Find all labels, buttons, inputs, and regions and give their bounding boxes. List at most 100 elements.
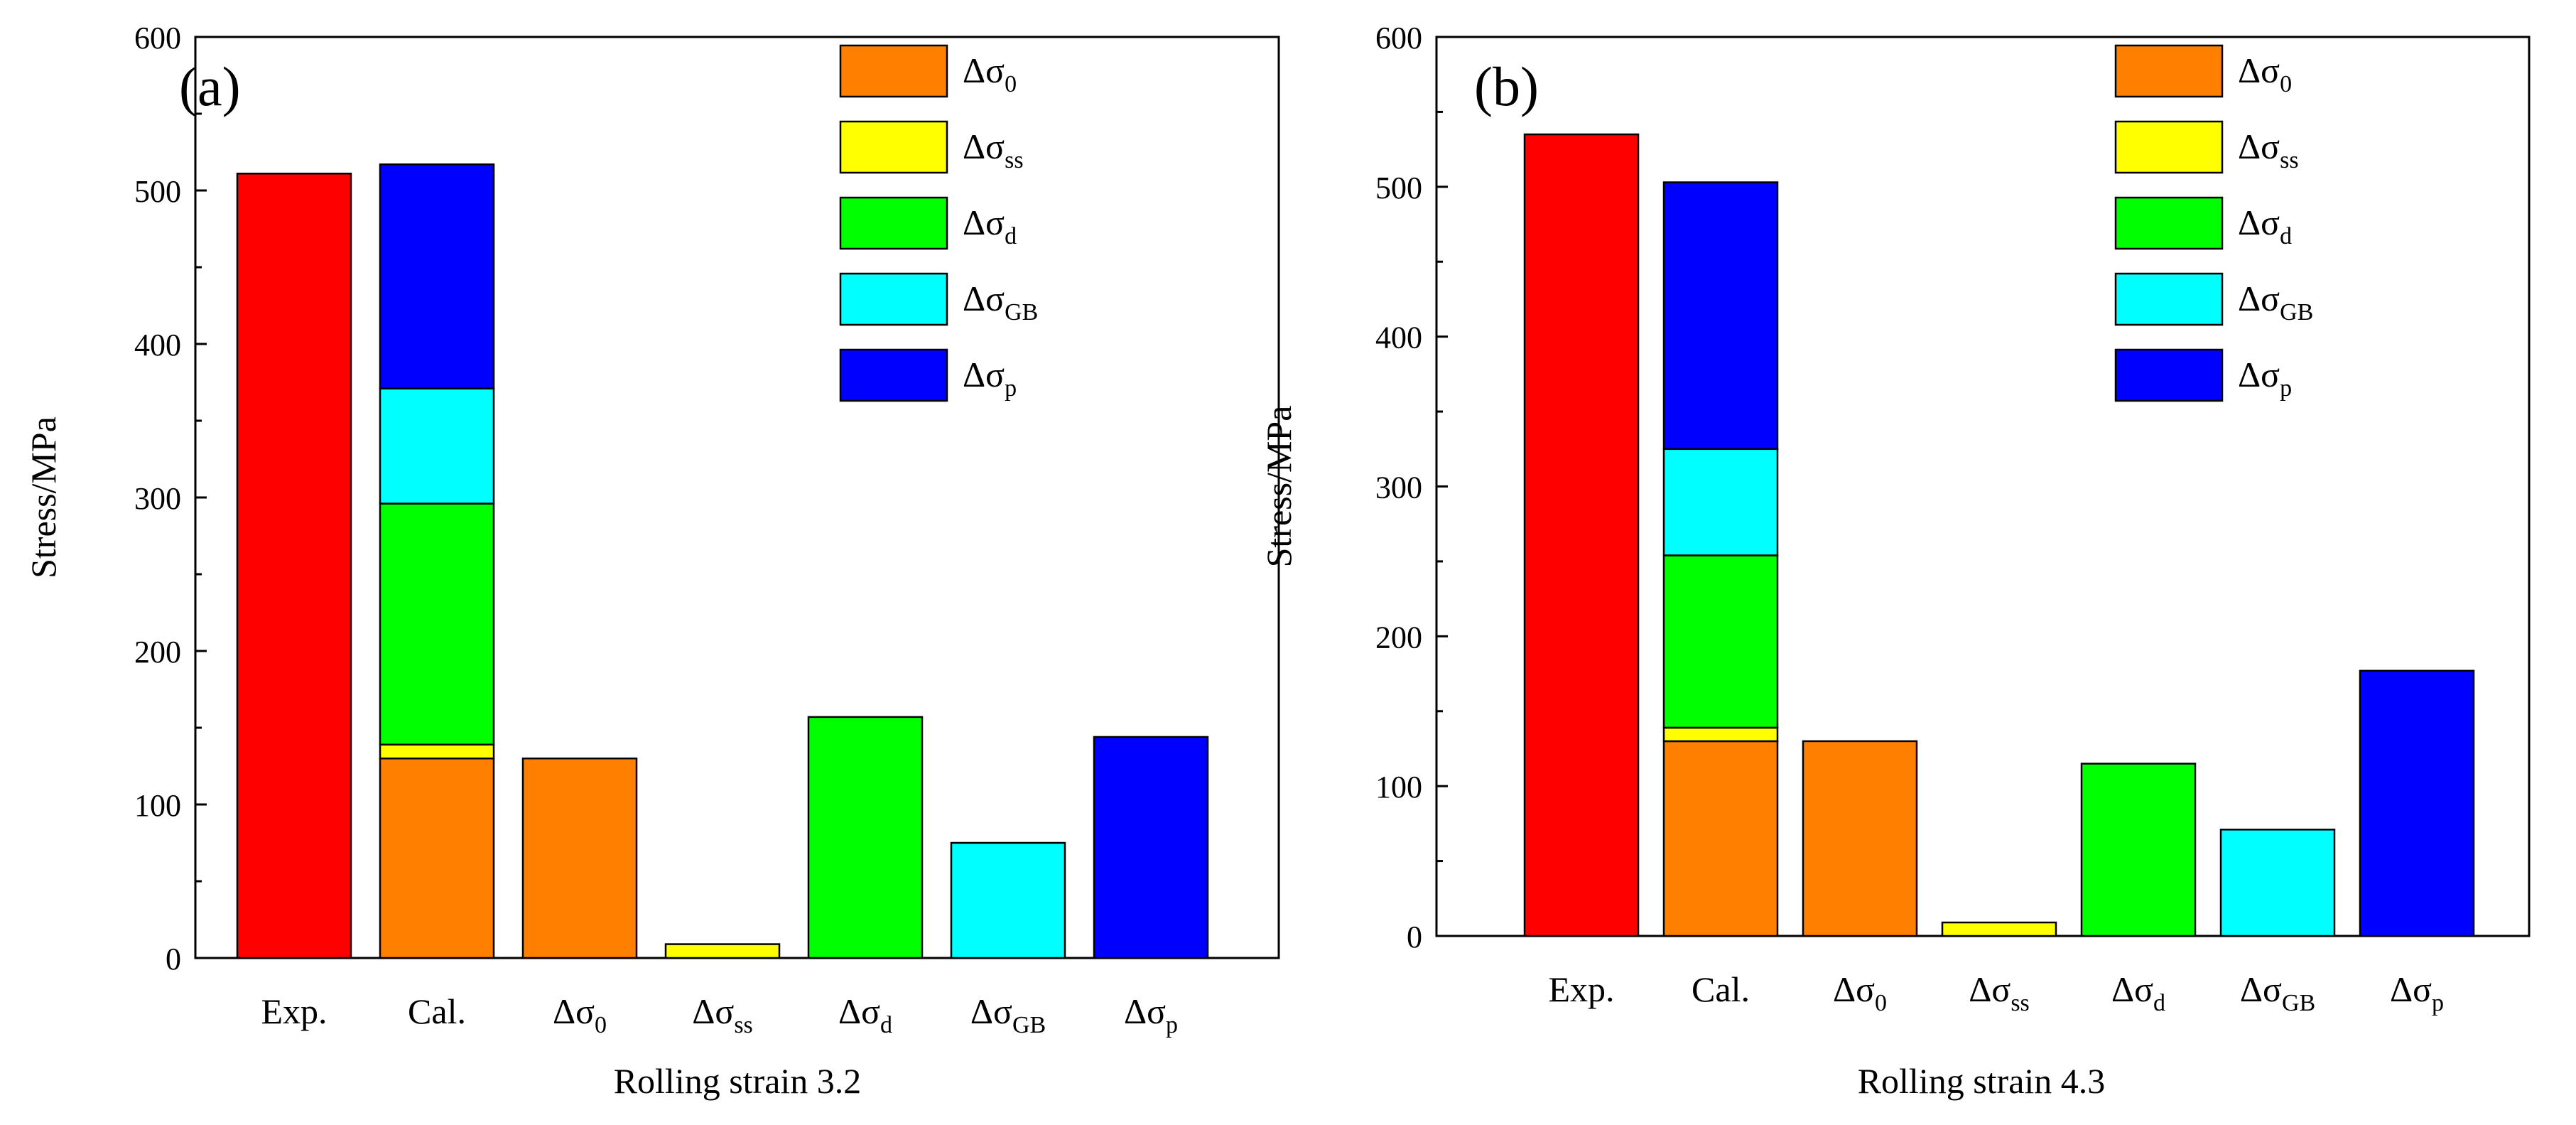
legend-swatch-d <box>839 196 948 250</box>
legend-label-d-base: Δσ <box>2238 203 2280 242</box>
bar-component-0 <box>521 757 638 959</box>
bar-component-p <box>1093 736 1209 959</box>
legend-label-GB-base: Δσ <box>963 279 1005 318</box>
x-tick-label-sub: GB <box>1012 1012 1046 1038</box>
y-tick-label: 400 <box>1375 321 1422 355</box>
legend-label-0: Δσ0 <box>2238 50 2292 97</box>
legend-swatch-p <box>839 348 948 402</box>
legend-label-GB-sub: GB <box>2280 299 2313 325</box>
y-axis-label: Stress/MPa <box>23 416 63 578</box>
x-tick-label-base: Cal. <box>408 991 466 1031</box>
bar-component-ss <box>664 943 781 959</box>
bar-component-d <box>807 716 924 959</box>
x-tick-label: Δσ0 <box>553 991 607 1038</box>
x-tick-label-base: Exp. <box>1548 969 1614 1009</box>
bar-cal-segment-p <box>1662 181 1779 451</box>
x-tick-label-base: Δσ <box>2240 969 2282 1009</box>
x-tick-label-sub: 0 <box>1875 990 1887 1016</box>
bar-cal-segment-0 <box>379 757 495 959</box>
legend-label-ss: Δσss <box>963 127 1024 173</box>
y-tick-label: 600 <box>1375 21 1422 55</box>
legend-label-0-base: Δσ <box>963 50 1005 90</box>
legend-swatch-p <box>2114 348 2224 402</box>
x-axis-label: Rolling strain 4.3 <box>1858 1061 2106 1101</box>
legend-label-d-sub: d <box>1005 223 1017 249</box>
y-tick-label: 100 <box>134 788 181 823</box>
legend-label-d: Δσd <box>2238 203 2292 249</box>
legend-label-0-sub: 0 <box>1005 71 1017 97</box>
y-tick-label: 200 <box>134 635 181 669</box>
legend-swatch-GB <box>2114 272 2224 326</box>
legend-label-GB: ΔσGB <box>963 279 1038 325</box>
x-tick-label-base: Δσ <box>838 991 880 1031</box>
x-tick-label: Exp. <box>1548 969 1614 1009</box>
legend-swatch-0 <box>2114 44 2224 98</box>
legend-label-ss-base: Δσ <box>2238 127 2280 166</box>
x-tick-label-base: Cal. <box>1692 969 1750 1009</box>
bar-exp <box>236 172 352 959</box>
bar-component-GB <box>950 841 1066 959</box>
x-tick-label-sub: 0 <box>595 1012 607 1038</box>
legend-label-p: Δσp <box>963 355 1017 402</box>
y-tick-label: 400 <box>134 328 181 362</box>
legend-label-p: Δσp <box>2238 355 2292 402</box>
legend-label-0-base: Δσ <box>2238 50 2280 90</box>
x-tick-label-sub: ss <box>2011 990 2029 1016</box>
legend-label-p-sub: p <box>2280 375 2292 402</box>
x-tick-label: ΔσGB <box>2240 969 2315 1016</box>
panel-label: (a) <box>179 55 241 117</box>
legend-label-GB-sub: GB <box>1005 299 1038 325</box>
legend-label-p-sub: p <box>1005 375 1017 402</box>
y-axis-label: Stress/MPa <box>1259 406 1299 568</box>
legend-label-d-sub: d <box>2280 223 2292 249</box>
legend-label-p-base: Δσ <box>963 355 1005 394</box>
x-tick-label-sub: ss <box>734 1012 752 1038</box>
x-tick-label: Cal. <box>1692 969 1750 1009</box>
x-tick-label: ΔσGB <box>970 991 1046 1038</box>
y-tick-label: 0 <box>1407 920 1422 954</box>
x-tick-label-sub: GB <box>2282 990 2315 1016</box>
x-tick-label-base: Δσ <box>970 991 1012 1031</box>
x-tick-label-base: Δσ <box>2390 969 2432 1009</box>
legend-label-ss-sub: ss <box>2280 147 2298 173</box>
y-tick-label: 500 <box>1375 171 1422 205</box>
legend-label-ss: Δσss <box>2238 127 2299 173</box>
x-tick-label: Δσd <box>2111 969 2165 1016</box>
legend-label-ss-sub: ss <box>1005 147 1023 173</box>
x-tick-label: Exp. <box>261 991 327 1031</box>
legend-label-ss-base: Δσ <box>963 127 1005 166</box>
x-tick-label: Δσd <box>838 991 892 1038</box>
x-tick-label-base: Δσ <box>1124 991 1166 1031</box>
bar-component-ss <box>1941 921 2057 937</box>
y-tick-label: 500 <box>134 174 181 209</box>
x-tick-label-base: Δσ <box>2111 969 2153 1009</box>
x-tick-label-base: Δσ <box>1833 969 1875 1009</box>
bar-component-d <box>2080 763 2197 937</box>
x-tick-label: Δσ0 <box>1833 969 1887 1016</box>
x-tick-label-base: Δσ <box>553 991 595 1031</box>
legend-swatch-ss <box>839 120 948 174</box>
x-tick-label-sub: p <box>2432 990 2444 1016</box>
legend-swatch-ss <box>2114 120 2224 174</box>
legend-swatch-0 <box>839 44 948 98</box>
x-tick-label-sub: d <box>2153 990 2165 1016</box>
bar-component-p <box>2359 669 2475 937</box>
x-tick-label-sub: p <box>1166 1012 1178 1038</box>
x-tick-label-base: Exp. <box>261 991 327 1031</box>
x-tick-label: Δσp <box>2390 969 2444 1016</box>
legend-swatch-GB <box>839 272 948 326</box>
y-tick-label: 300 <box>1375 470 1422 505</box>
bar-component-0 <box>1802 740 1918 937</box>
legend-label-d: Δσd <box>963 203 1017 249</box>
legend-swatch-d <box>2114 196 2224 250</box>
legend-label-GB-base: Δσ <box>2238 279 2280 318</box>
bar-component-GB <box>2219 829 2336 937</box>
panel-label: (b) <box>1474 55 1539 117</box>
y-tick-label: 0 <box>166 942 181 976</box>
x-tick-label: Δσss <box>1969 969 2030 1016</box>
